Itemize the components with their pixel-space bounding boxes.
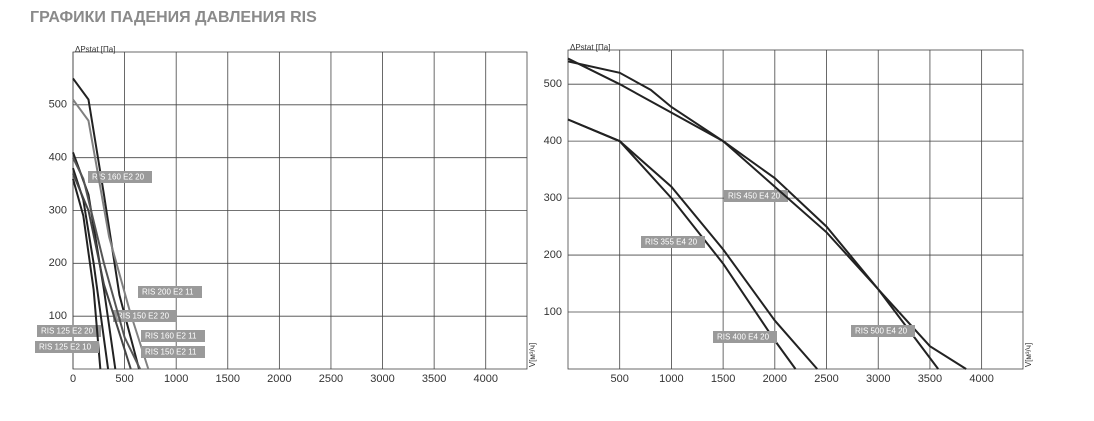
y-tick-label: 100 <box>544 306 562 318</box>
series-label: RIS 450 E4 20 <box>728 192 781 201</box>
series-label: RIS 500 E4 20 <box>855 327 908 336</box>
label-box <box>713 331 777 343</box>
x-tick-label: 1500 <box>216 373 240 385</box>
y-axis-label: ΔPstat [Па] <box>75 45 115 54</box>
series-label: RIS 355 E4 20 <box>645 238 698 247</box>
series-label: RIS 125 E2 10 <box>39 343 92 352</box>
x-tick-label: 500 <box>611 373 629 385</box>
y-axis-label: ΔPstat [Па] <box>570 43 610 52</box>
curve <box>567 118 818 370</box>
curve <box>567 60 967 370</box>
y-tick-label: 200 <box>49 257 67 269</box>
x-tick-label: 0 <box>70 373 76 385</box>
series-label: RIS 400 E4 20 <box>717 333 770 342</box>
y-tick-label: 300 <box>49 204 67 216</box>
label-box <box>138 286 202 298</box>
x-tick-label: 2500 <box>319 373 343 385</box>
plot-frame <box>72 51 528 370</box>
x-tick-label: 1000 <box>164 373 188 385</box>
series-label: RIS 125 E2 20 <box>41 327 94 336</box>
label-box <box>37 325 101 337</box>
x-tick-label: 1000 <box>659 373 683 385</box>
x-tick-label: 3500 <box>918 373 942 385</box>
curve <box>72 157 141 370</box>
page-title: ГРАФИКИ ПАДЕНИЯ ДАВЛЕНИЯ RIS <box>30 9 317 26</box>
label-box <box>113 310 177 322</box>
series-label: RIS 150 E2 20 <box>117 312 170 321</box>
x-tick-label: 4000 <box>969 373 993 385</box>
x-tick-label: 3000 <box>370 373 394 385</box>
label-box <box>141 346 205 358</box>
label-box <box>88 171 152 183</box>
x-tick-label: 3500 <box>422 373 446 385</box>
y-tick-label: 500 <box>49 99 67 111</box>
x-tick-label: 3000 <box>866 373 890 385</box>
label-box <box>851 325 915 337</box>
series-label: RIS 160 E2 20 <box>92 173 145 182</box>
y-tick-label: 200 <box>544 249 562 261</box>
x-axis-label: V[м³/ч] <box>528 343 537 367</box>
label-box <box>641 236 705 248</box>
series-label: RIS 200 E2 11 <box>142 288 194 297</box>
y-tick-label: 300 <box>544 192 562 204</box>
x-tick-label: 1500 <box>711 373 735 385</box>
curve <box>567 57 940 370</box>
label-box <box>35 341 99 353</box>
x-axis-label: V[м³/ч] <box>1024 343 1033 367</box>
curve <box>72 98 150 370</box>
label-box <box>141 330 205 342</box>
x-tick-label: 4000 <box>473 373 497 385</box>
y-tick-label: 400 <box>544 135 562 147</box>
label-box <box>724 190 788 202</box>
x-tick-label: 500 <box>115 373 133 385</box>
x-tick-label: 2000 <box>267 373 291 385</box>
x-tick-label: 2500 <box>814 373 838 385</box>
y-tick-label: 100 <box>49 310 67 322</box>
series-label: RIS 160 E2 11 <box>145 332 197 341</box>
curve <box>72 173 132 370</box>
x-tick-label: 2000 <box>763 373 787 385</box>
series-label: RIS 150 E2 11 <box>145 348 197 357</box>
curve <box>72 178 102 370</box>
plot-frame <box>567 49 1024 370</box>
y-tick-label: 400 <box>49 152 67 164</box>
y-tick-label: 500 <box>544 78 562 90</box>
